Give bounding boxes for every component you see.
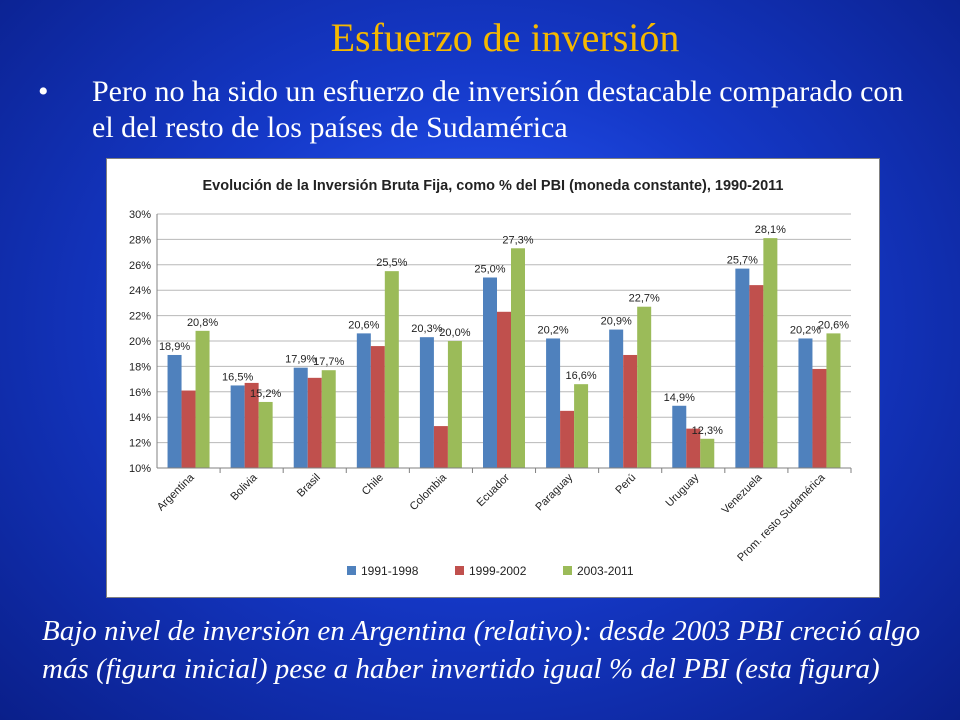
data-label: 22,7% [629, 293, 660, 305]
bar [763, 238, 778, 468]
bar [258, 401, 273, 468]
x-tick-label: Argentina [155, 471, 197, 513]
y-tick-label: 20% [129, 336, 151, 348]
bar [321, 370, 336, 468]
data-label: 18,9% [159, 341, 190, 353]
bar [307, 377, 322, 468]
data-labels: 18,9% 20,8% 16,5% 15,2% 17,9%17,7% 20,6% 25,5%… [159, 224, 849, 437]
bars [167, 238, 841, 468]
data-label: 20,2% [790, 324, 821, 336]
legend-label: 1999-2002 [469, 564, 527, 578]
data-label: 20,9% [601, 316, 632, 328]
bar [356, 333, 371, 468]
x-tick-label: Venezuela [720, 471, 765, 516]
y-tick-label: 28% [129, 234, 151, 246]
data-label: 20,8% [187, 317, 218, 329]
legend-label: 1991-1998 [361, 564, 419, 578]
data-label: 17,9% [285, 354, 316, 366]
bar [609, 329, 624, 468]
legend-swatch [563, 566, 572, 575]
y-tick-label: 24% [129, 285, 151, 297]
y-tick-label: 18% [129, 361, 151, 373]
bar [497, 311, 511, 468]
y-tick-label: 22% [129, 311, 151, 323]
footer-note: Bajo nivel de inversión en Argentina (re… [42, 615, 921, 685]
bar [637, 306, 652, 468]
bar-chart: Evolución de la Inversión Bruta Fija, co… [129, 178, 852, 578]
data-label: 16,6% [565, 370, 596, 382]
legend-swatch [347, 566, 356, 575]
x-tick-label: Perú [613, 472, 638, 497]
x-tick-label: Chile [360, 472, 386, 498]
bar [686, 428, 701, 468]
bar [419, 337, 434, 468]
data-label: 25,0% [474, 264, 505, 276]
x-tick-label: Colombia [408, 471, 450, 513]
data-label: 17,7% [313, 356, 344, 368]
bar [700, 438, 715, 468]
data-label: 12,3% [692, 425, 723, 437]
bar [574, 384, 589, 468]
data-label: 20,2% [537, 324, 568, 336]
y-tick-label: 14% [129, 412, 151, 424]
y-tick-label: 10% [129, 463, 151, 475]
chart-panel: Evolución de la Inversión Bruta Fija, co… [106, 158, 880, 598]
bar [293, 367, 308, 468]
bar [511, 248, 525, 468]
bar [370, 346, 385, 468]
y-tick-label: 16% [129, 387, 151, 399]
data-label: 25,5% [376, 257, 407, 269]
bar [244, 382, 259, 468]
x-tick-label: Ecuador [475, 471, 513, 509]
bar [798, 338, 813, 468]
x-tick-label: Paraguay [533, 471, 575, 513]
bar [483, 277, 497, 468]
data-label: 15,2% [250, 388, 281, 400]
bar [826, 333, 841, 468]
bar [672, 405, 687, 468]
bar [167, 354, 182, 468]
data-label: 27,3% [502, 234, 533, 246]
bar [623, 354, 638, 468]
bar [546, 338, 561, 468]
bar [749, 285, 764, 468]
bar [195, 330, 210, 468]
legend-label: 2003-2011 [577, 564, 634, 578]
bar [560, 410, 575, 468]
bullet-dot: • [38, 75, 49, 108]
legend-swatch [455, 566, 464, 575]
legend: 1991-1998 1999-2002 2003-2011 [347, 564, 634, 578]
x-tick-label: Brasil [295, 472, 323, 500]
data-label: 16,5% [222, 371, 253, 383]
data-label: 14,9% [664, 392, 695, 404]
y-tick-label: 12% [129, 438, 151, 450]
y-tick-label: 30% [129, 209, 151, 221]
x-tick-label: Uruguay [664, 471, 702, 509]
y-tick-label: 26% [129, 260, 151, 272]
data-label: 20,3% [411, 323, 442, 335]
slide-title: Esfuerzo de inversión [330, 15, 680, 60]
bullet-text: Pero no ha sido un esfuerzo de inversión… [92, 75, 904, 144]
bar [181, 390, 196, 468]
bar [384, 271, 399, 468]
data-label: 20,6% [348, 319, 379, 331]
data-label: 20,0% [439, 327, 470, 339]
bar [230, 385, 245, 468]
x-tick-label: Bolivia [228, 471, 260, 503]
bar [447, 341, 462, 468]
bar [433, 426, 448, 468]
data-label: 28,1% [755, 224, 786, 236]
data-label: 25,7% [727, 255, 758, 267]
bar [812, 368, 827, 468]
chart-title: Evolución de la Inversión Bruta Fija, co… [203, 178, 784, 194]
data-label: 20,6% [818, 319, 849, 331]
bar [735, 268, 750, 468]
